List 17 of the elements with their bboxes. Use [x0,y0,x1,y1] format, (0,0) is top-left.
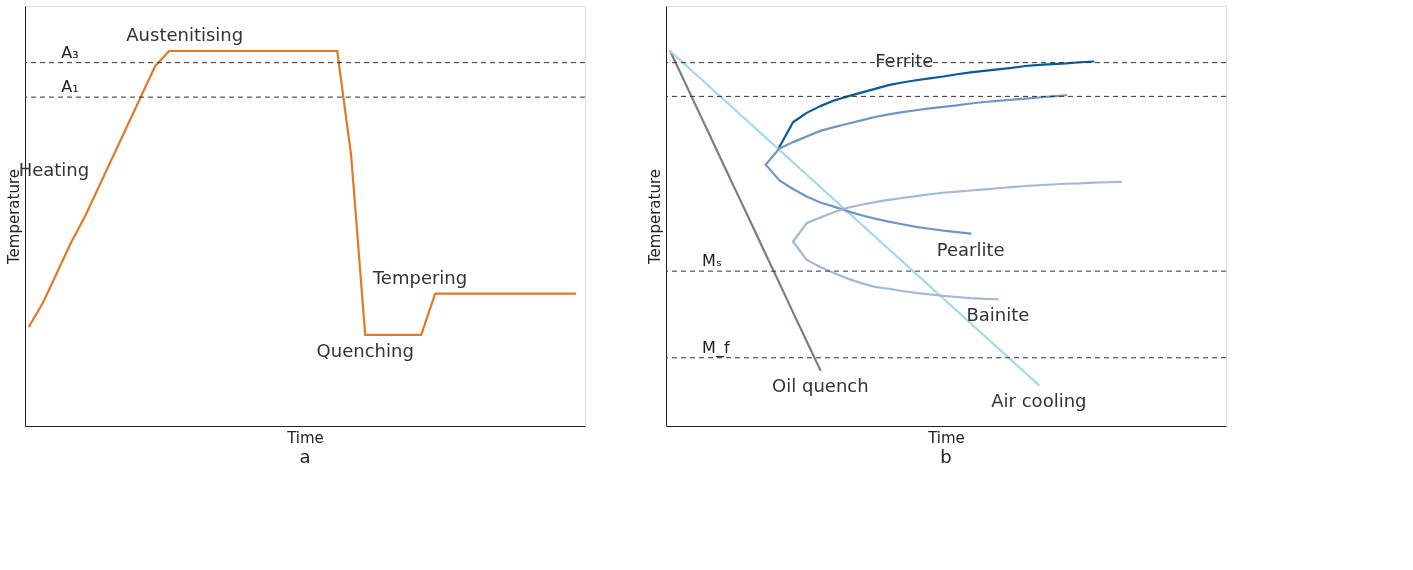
series-label: Austenitising [126,24,244,45]
series-label: Pearlite [936,238,1005,260]
series-label: Tempering [371,266,468,288]
ref-line-label: M_f [702,337,730,358]
ref-line-label: A₃ [61,42,79,62]
ref-line-label: A₁ [61,77,79,97]
series-label: Oil quench [772,375,869,397]
x-axis-title: Time [927,428,965,447]
series-label: Bainite [966,304,1030,326]
text: b [940,446,952,467]
series-label: Quenching [316,339,414,361]
ref-line-label: Mₛ [702,251,722,271]
y-axis-title: Temperature [645,168,664,266]
x-axis-title: Time [286,428,324,447]
text: a [299,446,311,467]
series-label: Ferrite [875,49,934,71]
series-label: Air cooling [991,390,1087,412]
